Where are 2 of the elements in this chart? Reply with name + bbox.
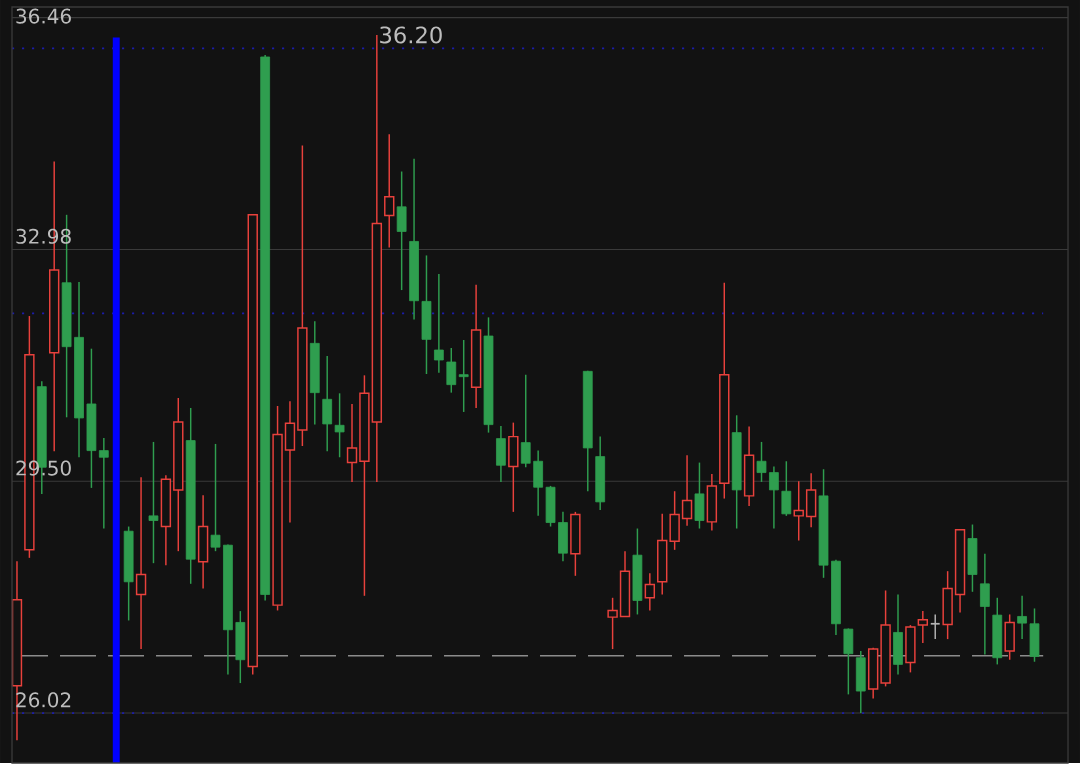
y-tick-label: 36.46 (16, 8, 71, 24)
annotation: 36.20 (380, 26, 442, 44)
